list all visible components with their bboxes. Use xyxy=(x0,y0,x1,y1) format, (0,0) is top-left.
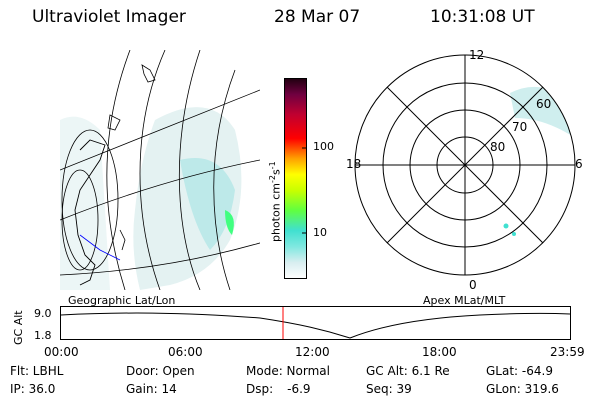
altitude-ytick-top: 9.0 xyxy=(34,307,52,320)
info-glat: GLat: -64.9 xyxy=(486,364,553,378)
colorbar-tick-10: 10 xyxy=(313,226,327,239)
mlt-label-0: 0 xyxy=(469,278,477,292)
info-ip: IP: 36.0 xyxy=(10,382,56,396)
lat-label-80: 80 xyxy=(490,140,506,154)
info-door: Door: Open xyxy=(126,364,195,378)
aurora-bright-spot xyxy=(225,210,234,235)
colorbar-tick-100: 100 xyxy=(313,140,334,153)
coastline xyxy=(74,139,106,286)
colorbar-label: photon cm-2s-1 xyxy=(268,161,283,242)
info-seq: Seq: 39 xyxy=(366,382,412,396)
info-glon: GLon: 319.6 xyxy=(486,382,559,396)
time-tick-0000: 00:00 xyxy=(44,345,79,359)
left-panel-label: Geographic Lat/Lon xyxy=(68,294,176,307)
date-label: 28 Mar 07 xyxy=(274,7,361,27)
info-flt: Flt: LBHL xyxy=(10,364,64,378)
aurora-left-region xyxy=(60,116,110,290)
lat-label-70: 70 xyxy=(512,120,528,134)
altitude-curve xyxy=(60,312,571,339)
aurora-core xyxy=(180,158,235,250)
colorbar xyxy=(284,78,307,279)
info-dsp: Dsp: -6.9 xyxy=(246,382,311,396)
time-label: 10:31:08 UT xyxy=(430,7,535,27)
altitude-plot xyxy=(60,306,571,340)
mlt-label-18: 18 xyxy=(346,157,362,171)
altitude-ylabel: GC Alt xyxy=(12,310,25,345)
polar-plot xyxy=(354,54,576,276)
geographic-map xyxy=(60,50,260,290)
info-gain: Gain: 14 xyxy=(126,382,177,396)
altitude-ytick-bottom: 1.8 xyxy=(34,329,52,342)
right-panel-label: Apex MLat/MLT xyxy=(423,294,506,307)
app-title: Ultraviolet Imager xyxy=(32,7,186,27)
time-tick-1800: 18:00 xyxy=(422,345,457,359)
mlt-label-12: 12 xyxy=(469,48,485,62)
info-mode: Mode: Normal xyxy=(246,364,330,378)
time-tick-2359: 23:59 xyxy=(550,345,585,359)
lat-label-60: 60 xyxy=(536,97,552,111)
satellite-track xyxy=(79,234,121,261)
time-tick-0600: 06:00 xyxy=(168,345,203,359)
mlt-label-6: 6 xyxy=(575,157,583,171)
time-tick-1200: 12:00 xyxy=(295,345,330,359)
info-gc-alt: GC Alt: 6.1 Re xyxy=(366,364,450,378)
